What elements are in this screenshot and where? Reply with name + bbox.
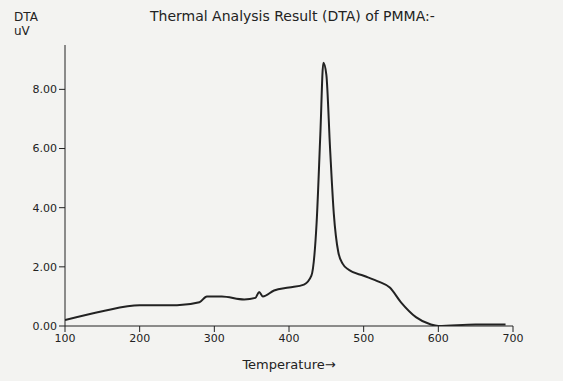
svg-text:4.00: 4.00 [33, 202, 58, 215]
svg-text:100: 100 [55, 332, 76, 345]
svg-text:0.00: 0.00 [33, 320, 58, 333]
svg-text:500: 500 [353, 332, 374, 345]
svg-text:700: 700 [503, 332, 524, 345]
svg-text:400: 400 [279, 332, 300, 345]
html-text:uV: uV [14, 24, 30, 38]
html-text:DTA: DTA [14, 10, 38, 24]
svg-text:Temperature→: Temperature→ [241, 357, 335, 372]
svg-text:300: 300 [204, 332, 225, 345]
html-text:Thermal Analysis Result (DTA): Thermal Analysis Result (DTA) of PMMA:- [150, 8, 435, 24]
svg-text:600: 600 [428, 332, 449, 345]
svg-text:8.00: 8.00 [33, 83, 58, 96]
svg-text:200: 200 [129, 332, 150, 345]
svg-text:2.00: 2.00 [33, 261, 58, 274]
svg-text:6.00: 6.00 [33, 142, 58, 155]
